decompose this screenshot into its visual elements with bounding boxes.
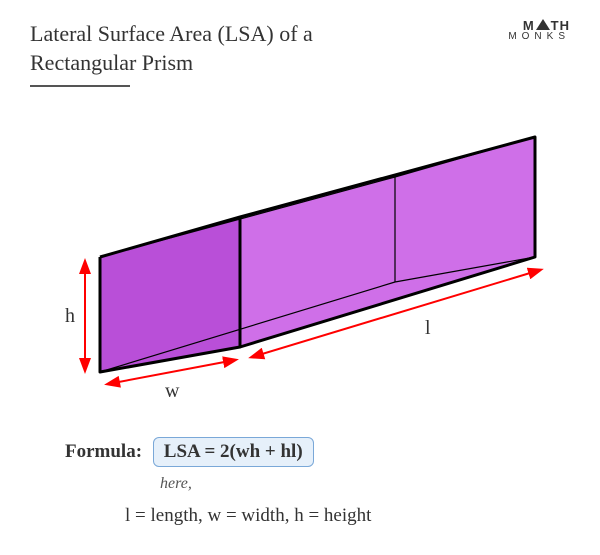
label-l: l [425, 317, 431, 339]
formula-box: LSA = 2(wh + hl) [153, 437, 314, 467]
brand-logo: MTH MONKS [508, 18, 570, 42]
page-title: Lateral Surface Area (LSA) of a Rectangu… [30, 20, 450, 77]
triangle-icon [536, 19, 550, 30]
prism-diagram: h w l [30, 122, 570, 402]
formula-row: Formula: LSA = 2(wh + hl) [30, 437, 570, 467]
title-line-1: Lateral Surface Area (LSA) of a [30, 21, 313, 46]
formula-legend: l = length, w = width, h = height [30, 505, 570, 527]
prism-face-front-left [100, 217, 240, 372]
formula-label: Formula: [65, 441, 142, 462]
formula-here: here, [30, 475, 570, 493]
label-h: h [65, 305, 75, 327]
label-w: w [165, 380, 180, 402]
title-underline [30, 85, 130, 87]
title-line-2: Rectangular Prism [30, 50, 193, 75]
logo-bottom: MONKS [508, 31, 570, 42]
